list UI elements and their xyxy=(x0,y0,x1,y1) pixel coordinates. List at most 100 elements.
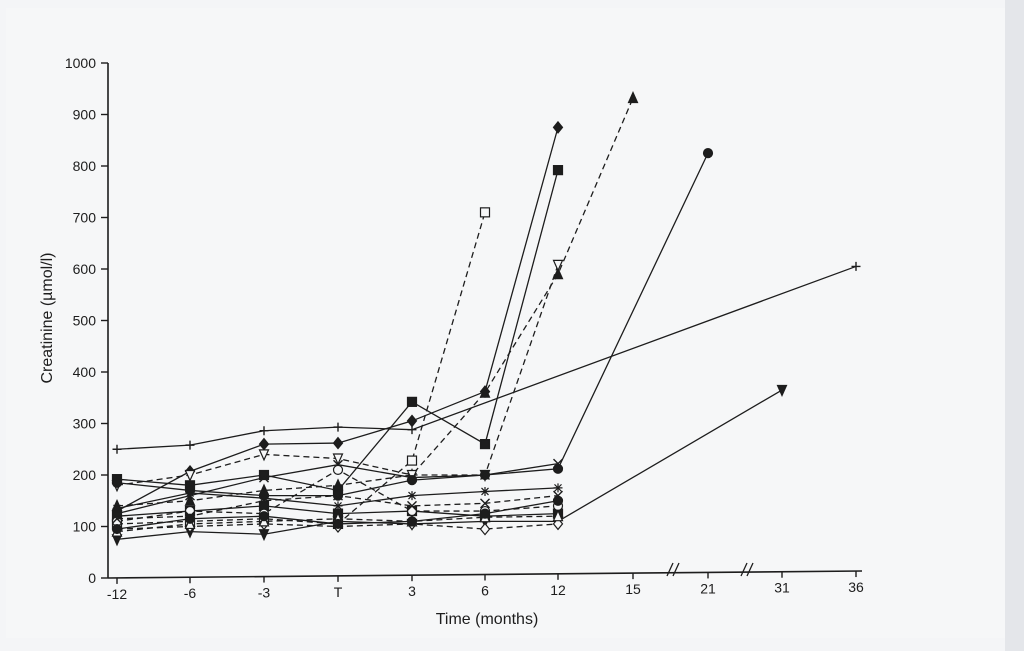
y-axis-title: Creatinine (µmol/l) xyxy=(39,252,56,383)
x-tick-label: 3 xyxy=(408,583,416,599)
y-tick-label: 700 xyxy=(73,210,97,226)
data-point-marker xyxy=(552,165,564,176)
data-point-marker xyxy=(479,522,491,536)
data-point-marker xyxy=(333,422,343,432)
data-point-marker xyxy=(332,478,344,491)
data-point-marker xyxy=(184,469,196,482)
x-tick-label: 6 xyxy=(481,583,489,599)
data-point-marker xyxy=(552,509,564,522)
axes: 0 100 200 300 400 500 600 700 800 900 1000 -12 -6 -3… xyxy=(65,55,864,602)
data-point-marker xyxy=(480,470,490,480)
data-point-marker xyxy=(258,449,270,462)
data-point-marker xyxy=(702,148,714,159)
series-15 xyxy=(111,495,564,535)
y-tick-label: 800 xyxy=(73,158,97,174)
data-point-marker xyxy=(479,207,491,218)
data-point-marker xyxy=(552,463,564,474)
series-16 xyxy=(112,490,563,524)
data-point-marker xyxy=(259,472,269,483)
x-tick-label: 36 xyxy=(848,579,864,595)
data-point-marker xyxy=(479,385,491,398)
x-tick-label: -6 xyxy=(184,585,197,601)
data-point-marker xyxy=(776,384,788,397)
y-tick-label: 500 xyxy=(73,313,97,329)
y-tick-label: 0 xyxy=(88,570,96,586)
y-tick-label: 900 xyxy=(73,107,97,123)
series-9 xyxy=(112,483,563,513)
data-point-marker xyxy=(627,91,639,104)
series-7 xyxy=(111,148,714,501)
series-1 xyxy=(112,261,861,454)
data-point-marker xyxy=(480,498,490,509)
data-point-marker xyxy=(332,464,344,475)
y-tick-label: 100 xyxy=(73,519,97,535)
x-tick-label: 21 xyxy=(700,580,716,596)
x-tick-label: 31 xyxy=(774,580,790,596)
series-4 xyxy=(111,91,639,511)
x-axis-title: Time (months) xyxy=(436,611,539,628)
data-point-marker xyxy=(480,486,490,496)
data-point-marker xyxy=(259,426,269,436)
data-point-marker xyxy=(185,490,195,501)
data-point-marker xyxy=(552,267,564,280)
data-point-marker xyxy=(185,440,195,450)
data-point-marker xyxy=(406,516,418,527)
data-point-marker xyxy=(553,458,563,469)
series-line xyxy=(116,212,486,525)
y-tick-label: 400 xyxy=(73,364,97,380)
axis-break-1 xyxy=(666,562,680,577)
data-point-marker xyxy=(332,436,344,450)
series-5 xyxy=(111,207,491,530)
x-tick-label: T xyxy=(334,584,343,600)
series-line xyxy=(116,265,857,450)
data-point-marker xyxy=(112,503,122,513)
x-tick-label: -3 xyxy=(258,585,271,601)
data-point-marker xyxy=(552,120,564,134)
axis-break-2 xyxy=(740,562,754,577)
data-point-marker xyxy=(111,523,123,535)
data-point-marker xyxy=(333,490,343,501)
series-8 xyxy=(111,384,788,547)
data-point-marker xyxy=(258,437,270,451)
data-point-marker xyxy=(406,505,418,517)
y-tick-label: 600 xyxy=(73,261,97,277)
data-point-marker xyxy=(407,472,417,483)
data-point-marker xyxy=(479,439,491,450)
series-layer xyxy=(111,91,861,547)
y-tick-label: 1000 xyxy=(65,55,96,71)
data-point-marker xyxy=(259,493,269,503)
data-point-marker xyxy=(185,511,195,522)
x-tick-label: 12 xyxy=(550,582,566,598)
data-point-marker xyxy=(112,513,122,524)
data-point-marker xyxy=(332,518,344,530)
data-point-marker xyxy=(407,500,417,511)
data-point-marker xyxy=(112,444,122,454)
data-point-marker xyxy=(553,490,563,501)
data-point-marker xyxy=(479,508,491,519)
series-line xyxy=(116,152,709,497)
y-tick-label: 200 xyxy=(73,467,97,483)
data-point-marker xyxy=(552,259,564,272)
data-point-marker xyxy=(552,495,564,506)
data-point-marker xyxy=(259,495,269,506)
data-point-marker xyxy=(406,396,418,407)
data-point-marker xyxy=(111,477,123,488)
data-point-marker xyxy=(184,493,196,506)
series-line xyxy=(116,264,559,486)
scan-edge xyxy=(1005,0,1024,651)
data-point-marker xyxy=(406,455,418,466)
y-tick-label: 300 xyxy=(73,416,97,432)
data-point-marker xyxy=(332,453,344,466)
data-point-marker xyxy=(553,483,563,493)
x-tick-label: -12 xyxy=(107,586,127,602)
data-point-marker xyxy=(851,261,861,271)
data-point-marker xyxy=(258,511,270,522)
data-point-marker xyxy=(406,414,418,428)
x-tick-label: 15 xyxy=(625,581,641,597)
data-point-marker xyxy=(407,491,417,501)
data-point-marker xyxy=(333,501,343,511)
data-point-marker xyxy=(185,488,195,498)
data-point-marker xyxy=(258,469,270,481)
